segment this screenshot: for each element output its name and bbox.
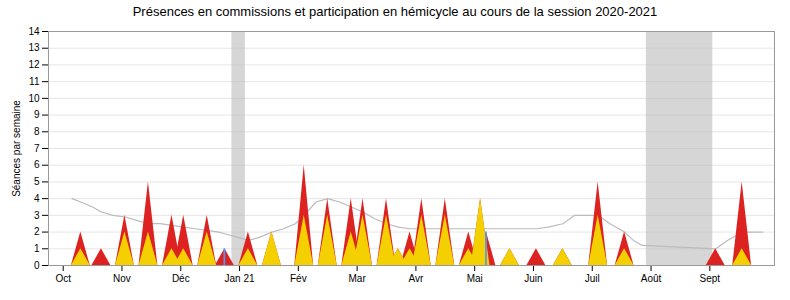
svg-text:Juil: Juil	[585, 273, 600, 284]
svg-text:Sept: Sept	[700, 273, 721, 284]
svg-text:3: 3	[34, 210, 40, 221]
svg-text:Jan 21: Jan 21	[225, 273, 255, 284]
svg-text:Fév: Fév	[290, 273, 307, 284]
svg-text:Mai: Mai	[467, 273, 483, 284]
svg-text:5: 5	[34, 176, 40, 187]
svg-text:7: 7	[34, 143, 40, 154]
svg-text:Mar: Mar	[349, 273, 367, 284]
svg-text:8: 8	[34, 126, 40, 137]
svg-text:14: 14	[28, 26, 40, 37]
svg-text:0: 0	[34, 260, 40, 271]
svg-text:6: 6	[34, 159, 40, 170]
svg-text:12: 12	[28, 59, 40, 70]
svg-text:11: 11	[29, 76, 40, 87]
svg-text:Nov: Nov	[113, 273, 131, 284]
svg-text:1: 1	[34, 243, 40, 254]
svg-text:13: 13	[28, 42, 40, 53]
svg-text:Séances par semaine: Séances par semaine	[11, 100, 22, 197]
html-text:Présences en commissions et pa: Présences en commissions et participatio…	[132, 4, 658, 19]
svg-text:2: 2	[34, 226, 40, 237]
svg-text:Déc: Déc	[172, 273, 190, 284]
svg-text:Juin: Juin	[524, 273, 542, 284]
svg-text:4: 4	[34, 193, 40, 204]
svg-text:Avr: Avr	[408, 273, 423, 284]
svg-text:Août: Août	[641, 273, 662, 284]
svg-text:10: 10	[28, 93, 40, 104]
svg-text:Oct: Oct	[55, 273, 71, 284]
svg-text:9: 9	[34, 109, 40, 120]
